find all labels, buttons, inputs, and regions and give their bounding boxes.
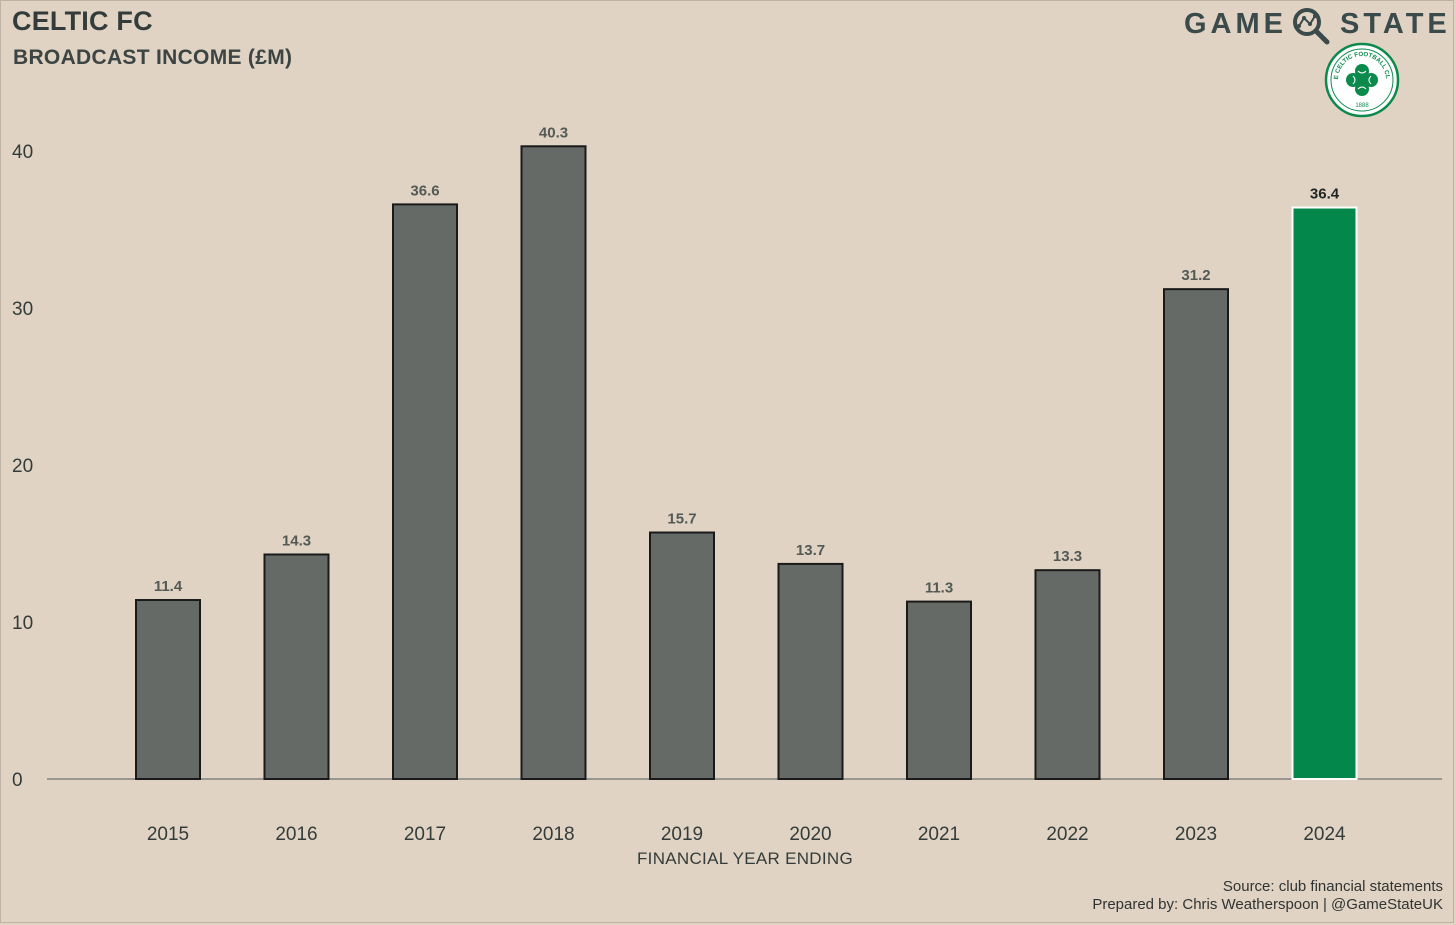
- x-tick-label-2024: 2024: [1303, 824, 1346, 845]
- game-state-logo: GAME STATE: [1180, 6, 1447, 46]
- chart-subtitle: BROADCAST INCOME (£M): [13, 46, 293, 69]
- bar-2022: [1034, 569, 1101, 780]
- bar-2018: [520, 145, 587, 781]
- value-label-2016: 14.3: [282, 532, 311, 549]
- clover-icon: [1346, 64, 1378, 96]
- value-label-2021: 11.3: [925, 580, 953, 597]
- x-tick-label-2020: 2020: [789, 824, 831, 845]
- x-tick-label-2016: 2016: [275, 824, 317, 845]
- chart-title: CELTIC FC: [12, 6, 153, 36]
- source-note: Source: club financial statements: [1222, 878, 1443, 895]
- bar-2017: [392, 203, 458, 780]
- crest-year: 1888: [1355, 103, 1369, 109]
- bar-2016: [263, 553, 330, 780]
- bar-2020: [777, 562, 844, 780]
- bar-2024: [1291, 206, 1358, 780]
- value-label-2015: 11.4: [154, 578, 183, 595]
- value-label-2023: 31.2: [1181, 267, 1210, 284]
- x-tick-label-2018: 2018: [532, 824, 574, 845]
- value-label-2022: 13.3: [1053, 548, 1082, 565]
- value-label-2017: 36.6: [410, 182, 439, 199]
- x-tick-label-2015: 2015: [147, 824, 189, 845]
- value-label-2018: 40.3: [539, 124, 568, 141]
- brand-word-left: GAME: [1184, 8, 1287, 40]
- y-tick-label: 30: [12, 299, 33, 320]
- magnifier-chart-icon: [1293, 8, 1330, 45]
- x-tick-label-2019: 2019: [661, 824, 703, 845]
- x-axis-title: FINANCIAL YEAR ENDING: [637, 849, 853, 868]
- value-label-2024: 36.4: [1310, 186, 1340, 203]
- bar-2019: [649, 531, 715, 781]
- source-credits: Source: club financial statements Prepar…: [1092, 878, 1443, 914]
- prepared-by-note: Prepared by: Chris Weatherspoon | @GameS…: [1092, 896, 1443, 913]
- value-label-2019: 15.7: [667, 511, 696, 528]
- x-tick-label-2017: 2017: [404, 824, 446, 845]
- brand-word-right: STATE: [1340, 8, 1451, 40]
- x-tick-label-2021: 2021: [918, 824, 960, 845]
- bar-2015: [135, 599, 201, 781]
- y-tick-label: 20: [12, 456, 33, 477]
- bars-group: [135, 145, 1358, 781]
- y-tick-label: 40: [12, 142, 33, 163]
- value-labels-group: 11.4 14.3 36.6 40.3 15.7 13.7 11.3 13.3 31.2 36.4: [154, 124, 1340, 596]
- x-axis: 2015 2016 2017 2018 2019 2020 2021 2022 2023 2024: [147, 824, 1346, 845]
- y-tick-label: 0: [12, 770, 23, 791]
- x-tick-label-2022: 2022: [1046, 824, 1088, 845]
- celtic-crest-icon: THE CELTIC FOOTBALL CLUB 1888: [1324, 42, 1400, 118]
- bar-2021: [906, 600, 972, 781]
- y-axis: 0 10 20 30 40: [12, 142, 33, 791]
- x-tick-label-2023: 2023: [1175, 824, 1217, 845]
- y-tick-label: 10: [12, 613, 33, 634]
- bar-2023: [1163, 288, 1229, 780]
- value-label-2020: 13.7: [796, 542, 825, 559]
